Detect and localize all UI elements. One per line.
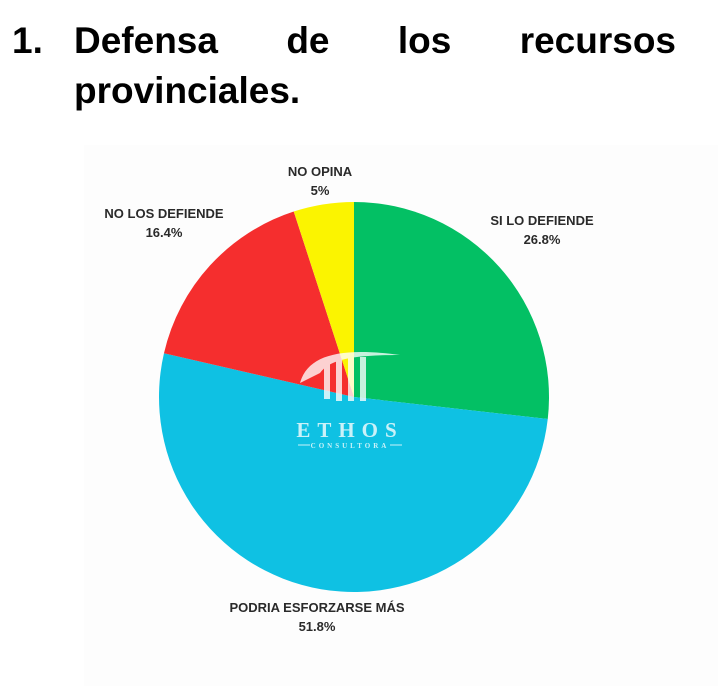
heading-word: Defensa xyxy=(74,20,218,61)
slice-label: SI LO DEFIENDE xyxy=(490,213,594,228)
pie-chart: SI LO DEFIENDE 26.8% PODRIA ESFORZARSE MÁS… xyxy=(104,164,594,634)
heading-number: 1. xyxy=(12,20,43,61)
slice-percent-label: 26.8% xyxy=(524,232,561,247)
ethos-logo-watermark: ETHOS CONSULTORA xyxy=(296,352,403,450)
chart-panel: SI LO DEFIENDE 26.8% PODRIA ESFORZARSE MÁS… xyxy=(84,145,718,686)
slice-label: NO LOS DEFIENDE xyxy=(104,206,224,221)
slice-percent-label: 51.8% xyxy=(299,619,336,634)
logo-column xyxy=(336,357,342,401)
heading-word: los xyxy=(397,20,452,61)
pie-slice-podria-esforzarse-m-s xyxy=(159,353,548,592)
heading-word: recursos xyxy=(519,20,676,61)
slice-label: PODRIA ESFORZARSE MÁS xyxy=(229,600,404,615)
logo-column xyxy=(360,357,366,401)
logo-column xyxy=(348,355,354,401)
pie-slice-si-lo-defiende xyxy=(354,202,549,420)
page-heading: 1. Defensa de los recursos provinciales. xyxy=(12,16,676,116)
slice-percent-label: 5% xyxy=(311,183,330,198)
heading-line-2: provinciales. xyxy=(74,70,301,111)
logo-brand-text: ETHOS xyxy=(296,418,403,442)
slice-label: NO OPINA xyxy=(288,164,353,179)
logo-sub-text: CONSULTORA xyxy=(311,442,390,450)
heading-word: de xyxy=(286,20,330,61)
logo-column xyxy=(324,359,330,399)
pie-slice-no-los-defiende xyxy=(163,211,354,397)
pie-slice-no-opina xyxy=(293,202,354,397)
slice-percent-label: 16.4% xyxy=(146,225,183,240)
